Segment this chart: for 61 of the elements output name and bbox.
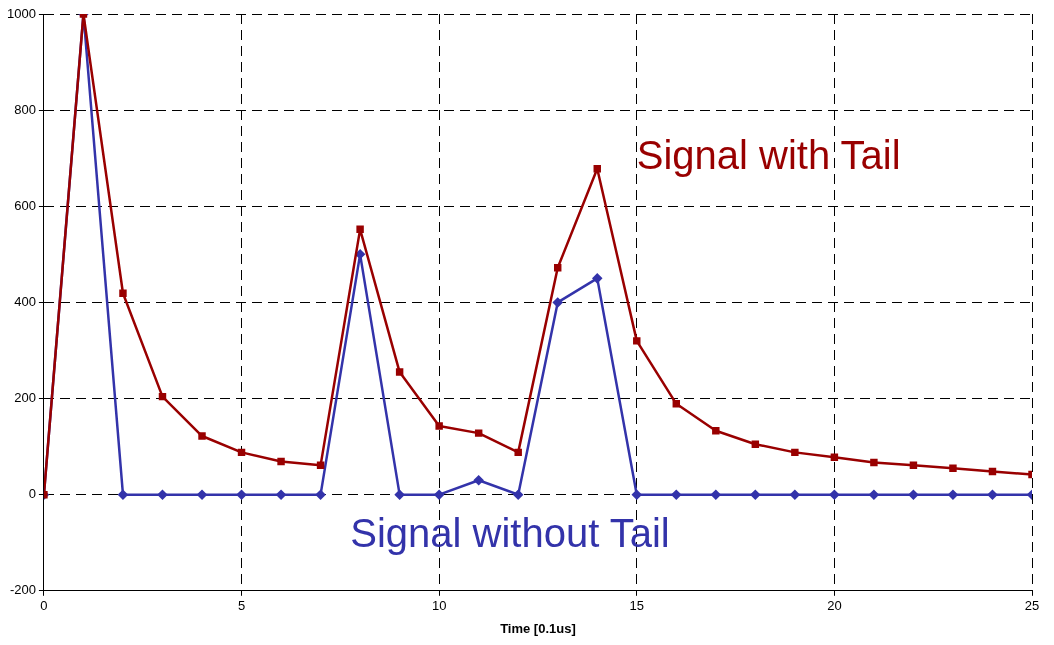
point	[870, 458, 878, 467]
point	[356, 225, 364, 234]
point	[751, 440, 760, 448]
point	[908, 489, 919, 500]
point	[158, 392, 167, 401]
point	[394, 489, 405, 500]
x-tick-label: 25	[1024, 598, 1040, 614]
point	[948, 489, 958, 500]
x-tick-label: 10	[431, 598, 447, 614]
point	[237, 448, 246, 457]
point	[750, 489, 761, 500]
point	[474, 429, 483, 437]
point	[949, 464, 957, 472]
point	[435, 422, 443, 430]
y-tick-label: 200	[14, 390, 36, 406]
x-tick-label: 15	[629, 598, 644, 614]
point	[277, 457, 285, 466]
point	[712, 427, 720, 435]
point	[434, 489, 444, 500]
point	[988, 467, 997, 476]
point	[395, 368, 404, 376]
series-label: Signal with Tail	[636, 133, 901, 178]
point	[198, 432, 206, 440]
y-tick-label: 0	[28, 486, 36, 502]
point	[119, 289, 127, 297]
point	[632, 489, 642, 500]
point	[909, 461, 918, 470]
point	[829, 489, 840, 500]
point	[790, 489, 800, 500]
point	[315, 489, 326, 500]
point	[473, 475, 484, 485]
point	[672, 400, 681, 408]
point	[593, 165, 601, 173]
point	[869, 489, 879, 500]
point	[157, 489, 168, 500]
y-tick-label: 800	[14, 101, 36, 117]
series-label: Signal without Tail	[350, 511, 670, 556]
point	[711, 489, 721, 500]
point	[633, 337, 641, 345]
point	[592, 273, 602, 284]
y-tick-label: 1000	[7, 5, 36, 21]
point	[830, 453, 839, 461]
x-tick-label: 20	[827, 598, 842, 614]
point	[791, 448, 799, 457]
point	[236, 489, 247, 500]
point	[554, 264, 562, 272]
point	[671, 489, 682, 500]
y-tick-label: -200	[9, 582, 36, 598]
point	[118, 489, 128, 500]
point	[987, 489, 998, 500]
x-tick-label: 5	[237, 598, 246, 614]
x-axis-title: Time [0.1us]	[500, 620, 576, 636]
point	[276, 489, 286, 500]
point	[514, 448, 522, 457]
y-tick-label: 600	[14, 197, 36, 213]
point	[552, 297, 563, 308]
x-tick-label: 0	[40, 598, 48, 614]
y-tick-label: 400	[14, 293, 36, 309]
point	[513, 489, 523, 500]
point	[316, 461, 325, 470]
point	[197, 489, 207, 500]
